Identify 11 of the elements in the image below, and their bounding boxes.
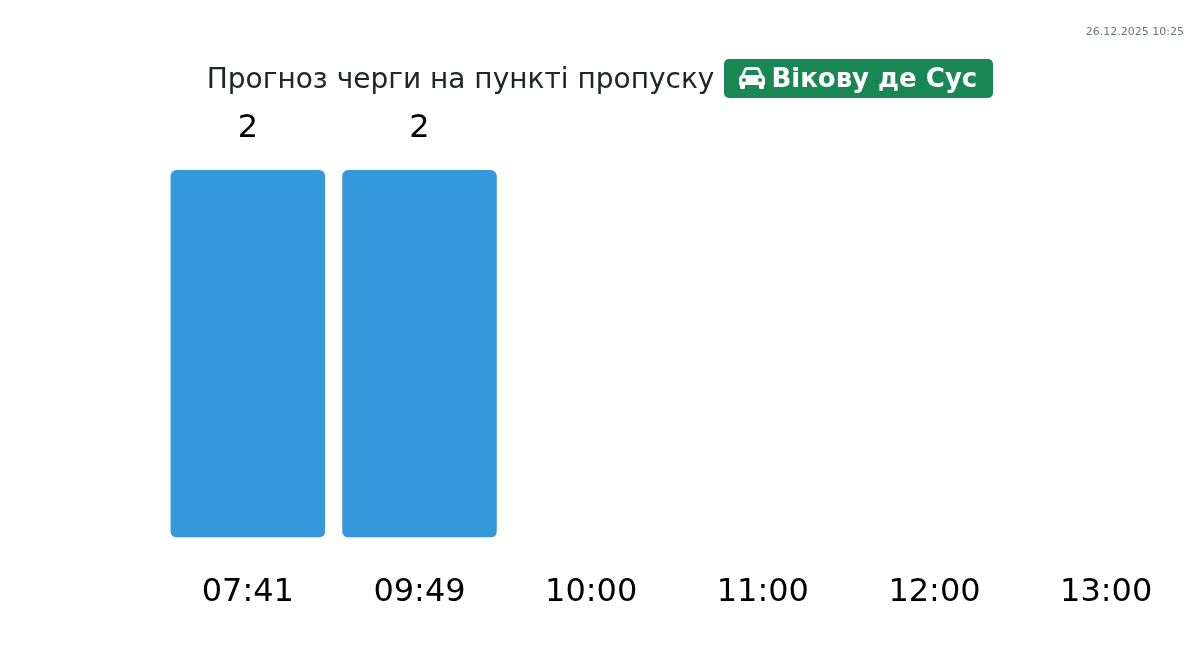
chart-subtitle: Вікову де Сус [771,63,978,93]
text: 26.12.2025 10:25 [1085,25,1184,39]
x-tick-label: 10:00 [545,571,638,610]
x-tick-label: 12:00 [888,571,981,610]
x-tick-label: 13:00 [1060,571,1153,610]
x-tick-label: 11:00 [716,571,809,610]
chart-title: Прогноз черги на пункті пропуску [206,62,715,95]
data-label: 2 [237,107,259,146]
x-tick-label: 07:41 [201,571,294,610]
x-tick-label: 09:49 [373,571,466,610]
data-label: 2 [409,107,430,146]
